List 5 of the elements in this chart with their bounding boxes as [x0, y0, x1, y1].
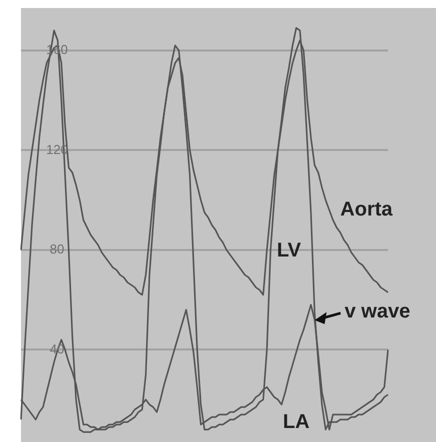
series-label: Aorta: [340, 198, 394, 220]
annotation: v wave: [344, 300, 410, 323]
series-label: LA: [282, 410, 310, 433]
series-label: LV: [276, 240, 302, 262]
y-tick-label: 80: [50, 242, 64, 257]
